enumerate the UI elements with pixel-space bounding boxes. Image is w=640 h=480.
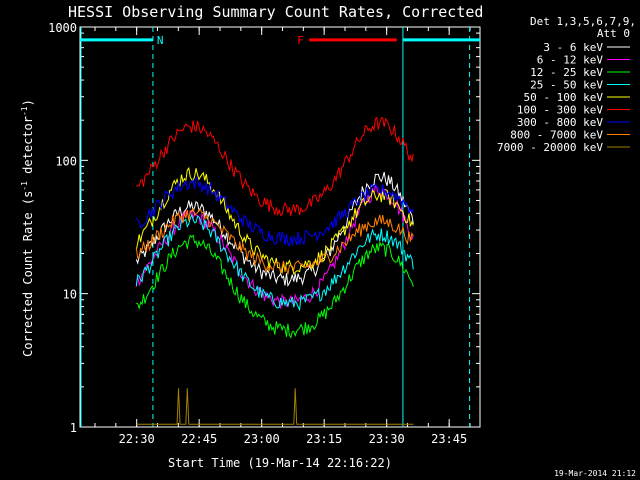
x-tick-label: 23:45 [431,432,467,446]
y-tick-label: 10 [63,288,77,302]
series-line [136,388,414,425]
x-tick-label: 23:30 [369,432,405,446]
series-line [135,176,414,247]
legend-label: 3 - 6 keV [543,41,603,54]
x-tick-label: 22:30 [119,432,155,446]
y-tick-label: 100 [55,154,77,168]
series-line [135,207,414,275]
chart-title: HESSI Observing Summary Count Rates, Cor… [68,3,483,21]
legend-label: 12 - 25 keV [530,66,603,79]
legend-label: 800 - 7000 keV [510,129,603,142]
legend-header-line1: Det 1,3,5,6,7,9, [530,15,636,28]
annotation-label: N [157,34,164,47]
y-tick-label: 1 [70,421,77,435]
legend-label: 300 - 800 keV [517,116,603,129]
y-tick-label: 1000 [48,21,77,35]
series-line [135,184,414,309]
x-tick-label: 22:45 [181,432,217,446]
legend-header-line2: Att 0 [597,27,630,40]
x-tick-label: 23:00 [244,432,280,446]
legend-label: 100 - 300 keV [517,104,603,117]
axis-frame [79,26,481,428]
x-tick-label: 23:15 [306,432,342,446]
annotation-label: F [297,34,304,47]
legend-label: 7000 - 20000 keV [497,141,603,154]
series-line [136,234,414,339]
footer-date: 19-Mar-2014 21:12 [554,469,636,478]
legend-label: 6 - 12 keV [537,54,604,67]
x-axis-label: Start Time (19-Mar-14 22:16:22) [168,456,392,470]
series-line [136,116,414,217]
y-axis-label: Corrected Count Rate (s-1 detector-1) [20,99,35,357]
legend-label: 25 - 50 keV [530,79,603,92]
legend-label: 50 - 100 keV [524,91,604,104]
